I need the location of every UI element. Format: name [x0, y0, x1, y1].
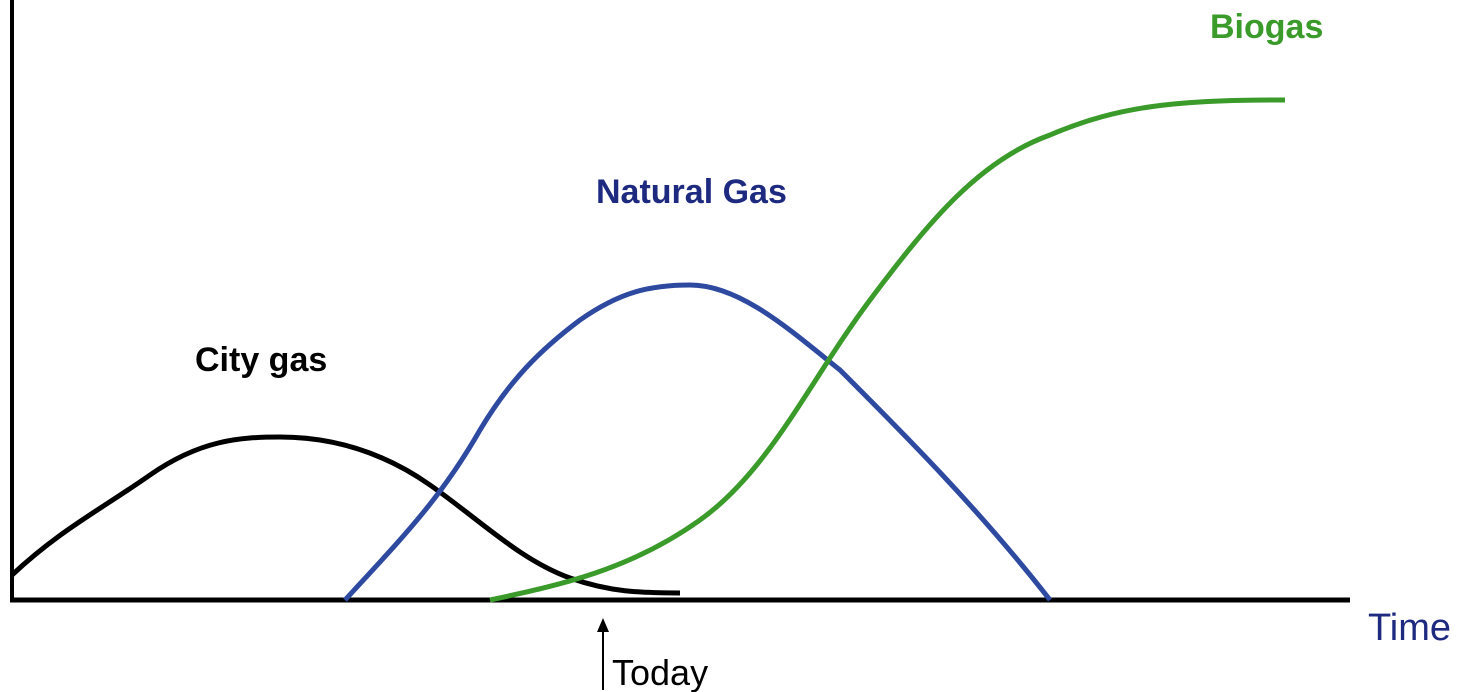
today-arrowhead	[597, 618, 609, 632]
city-gas-curve	[10, 434, 681, 596]
today-label: Today	[612, 652, 708, 692]
natural-gas-label: Natural Gas	[596, 173, 787, 211]
biogas-curve	[489, 97, 1286, 603]
biogas-label: Biogas	[1210, 8, 1323, 46]
x-axis-label: Time	[1368, 607, 1451, 649]
city-gas-label: City gas	[195, 341, 327, 379]
natural-gas-curve	[343, 282, 1052, 602]
